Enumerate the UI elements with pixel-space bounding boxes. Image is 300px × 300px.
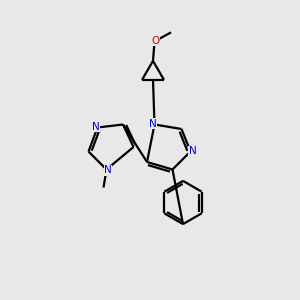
Text: N: N xyxy=(104,165,112,175)
Text: N: N xyxy=(149,119,157,129)
Text: N: N xyxy=(189,146,196,157)
Text: O: O xyxy=(151,36,160,46)
Text: N: N xyxy=(92,122,99,132)
